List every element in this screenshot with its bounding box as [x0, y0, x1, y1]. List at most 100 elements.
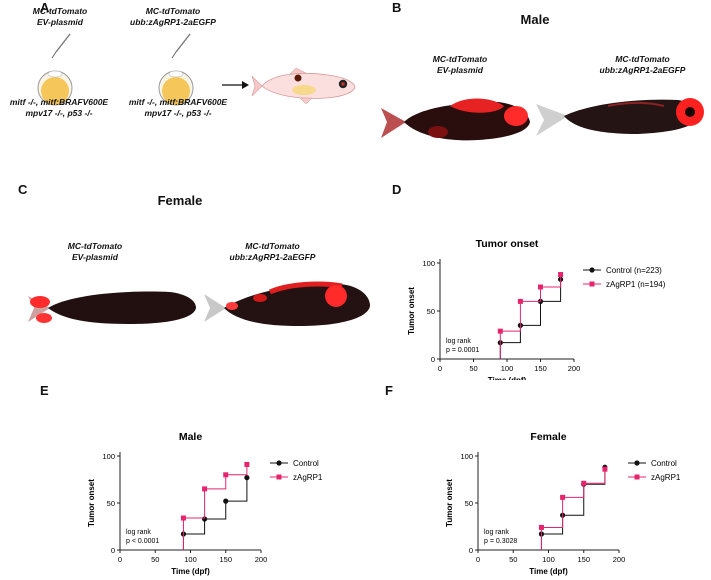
data-point-zagrp1: [538, 284, 543, 290]
panel-c-left-label-line2: EV-plasmid: [72, 252, 118, 262]
zagrp1-female-fish-image: [204, 281, 370, 326]
x-tick-label: 0: [118, 555, 122, 564]
series-line: [499, 274, 562, 359]
legend-marker-zagrp1: [634, 474, 640, 480]
panel-b-right-label-line2: ubb:zAgRP1-2aEGFP: [599, 65, 686, 75]
x-axis-label: Time (dpf): [171, 567, 210, 576]
data-point-control: [223, 498, 229, 504]
injection-needle-icon: [51, 33, 71, 59]
data-point-zagrp1: [202, 486, 208, 492]
y-tick-label: 100: [422, 259, 435, 268]
x-tick-label: 100: [184, 555, 197, 564]
legend-marker-zagrp1: [276, 474, 282, 480]
legend-label: Control: [651, 459, 677, 468]
panel-a-right-construct-line1: MC-tdTomato: [145, 6, 201, 16]
panel-a-illustration: [37, 33, 356, 106]
series-line: [540, 469, 606, 550]
y-tick-label: 50: [427, 307, 435, 316]
adult-fish-icon: [251, 67, 356, 105]
x-tick-label: 50: [151, 555, 159, 564]
y-tick-label: 50: [465, 499, 473, 508]
x-tick-label: 50: [509, 555, 517, 564]
panel-letter-b: B: [392, 0, 402, 15]
p-value-label: p < 0.0001: [126, 538, 159, 545]
genotype-line2: mpv17 -/-, p53 -/-: [25, 108, 93, 118]
data-point-zagrp1: [180, 515, 186, 521]
y-tick-label: 100: [460, 452, 473, 461]
data-point-zagrp1: [517, 298, 523, 304]
panel-a-right-genotype: mitf -/-, mitf:BRAFV600E mpv17 -/-, p53 …: [116, 97, 240, 119]
legend-marker-control: [634, 460, 640, 466]
panel-b-right-label: MC-tdTomato ubb:zAgRP1-2aEGFP: [575, 54, 710, 76]
panel-a-left-construct-line2: EV-plasmid: [37, 17, 83, 27]
y-tick-label: 0: [111, 546, 115, 555]
x-tick-label: 100: [542, 555, 555, 564]
x-axis-label: Time (dpf): [488, 376, 527, 380]
panel-b-title: Male: [520, 12, 550, 27]
y-axis-label: Tumor onset: [87, 479, 96, 527]
log-rank-label: log rank: [446, 338, 471, 345]
panel-b-left-label-line1: MC-tdTomato: [432, 54, 488, 64]
chart-title: Male: [179, 431, 203, 443]
zagrp1-male-fish-image: [536, 98, 704, 136]
female-tumor-onset-chart: Female 0 50 100 150 200 0 50 100 Time (dpf) Tumor …: [445, 431, 681, 576]
x-tick-label: 100: [501, 364, 514, 373]
panel-letter-e: E: [40, 383, 49, 398]
series-line: [540, 467, 606, 550]
genotype-line2: mpv17 -/-, p53 -/-: [144, 108, 212, 118]
arrow-right-icon: [222, 81, 249, 89]
genotype-line1: mitf -/-, mitf:BRAFV600E: [9, 97, 109, 107]
legend-marker-zagrp1: [589, 281, 595, 287]
embryo-icon: [158, 70, 194, 106]
panel-a-left-construct: MC-tdTomato EV-plasmid: [5, 6, 115, 28]
control-female-fish-image: [28, 291, 196, 324]
legend-label: Control (n=223): [606, 266, 662, 275]
panel-c-fish-photos: [28, 281, 370, 326]
data-point-zagrp1: [602, 466, 608, 472]
control-male-fish-image: [381, 98, 530, 141]
x-tick-label: 0: [476, 555, 480, 564]
legend-label: zAgRP1 (n=194): [606, 280, 666, 289]
panel-c-left-label-line1: MC-tdTomato: [67, 241, 123, 251]
p-value-label: p = 0.0001: [446, 347, 479, 354]
panel-c-left-label: MC-tdTomato EV-plasmid: [30, 241, 160, 263]
p-value-label: p = 0.3028: [484, 538, 517, 545]
panel-c-right-label-line1: MC-tdTomato: [245, 241, 300, 251]
panel-b-left-label: MC-tdTomato EV-plasmid: [395, 54, 525, 76]
series-line: [182, 464, 248, 550]
chart-title: Tumor onset: [476, 238, 539, 250]
legend-label: zAgRP1: [293, 473, 323, 482]
panel-letter-a: A: [40, 0, 50, 15]
panel-b-fish-photos: [381, 98, 704, 141]
data-point-zagrp1: [497, 328, 503, 334]
panel-letter-f: F: [385, 383, 393, 398]
data-point-zagrp1: [558, 272, 564, 278]
panel-c-title: Female: [157, 193, 203, 208]
x-tick-label: 200: [255, 555, 268, 564]
data-point-control: [244, 475, 250, 481]
injection-needle-icon: [171, 33, 191, 59]
y-tick-label: 0: [469, 546, 473, 555]
x-tick-label: 200: [613, 555, 626, 564]
y-tick-label: 0: [431, 355, 435, 364]
legend-marker-control: [589, 267, 595, 273]
x-tick-label: 150: [219, 555, 232, 564]
y-tick-label: 50: [107, 499, 115, 508]
data-point-zagrp1: [560, 494, 566, 500]
panel-a-left-genotype: mitf -/-, mitf:BRAFV600E mpv17 -/-, p53 …: [0, 97, 118, 119]
x-tick-label: 50: [469, 364, 477, 373]
y-axis-label: Tumor onset: [407, 287, 416, 335]
male-tumor-onset-chart: Male 0 50 100 150 200 0 50 100 Time (dpf) Tumor on…: [87, 431, 323, 576]
legend-marker-control: [276, 460, 282, 466]
x-axis-label: Time (dpf): [529, 567, 568, 576]
legend-label: Control: [293, 459, 319, 468]
chart-title: Female: [530, 431, 566, 443]
y-tick-label: 100: [102, 452, 115, 461]
x-tick-label: 150: [577, 555, 590, 564]
panel-c-right-label-line2: ubb:zAgRP1-2aEGFP: [229, 252, 316, 262]
panel-a-right-construct-line2: ubb:zAgRP1-2aEGFP: [130, 17, 216, 27]
panel-b-right-label-line1: MC-tdTomato: [615, 54, 670, 64]
x-tick-label: 150: [534, 364, 547, 373]
panel-letter-d: D: [392, 182, 402, 197]
embryo-icon: [37, 70, 73, 106]
